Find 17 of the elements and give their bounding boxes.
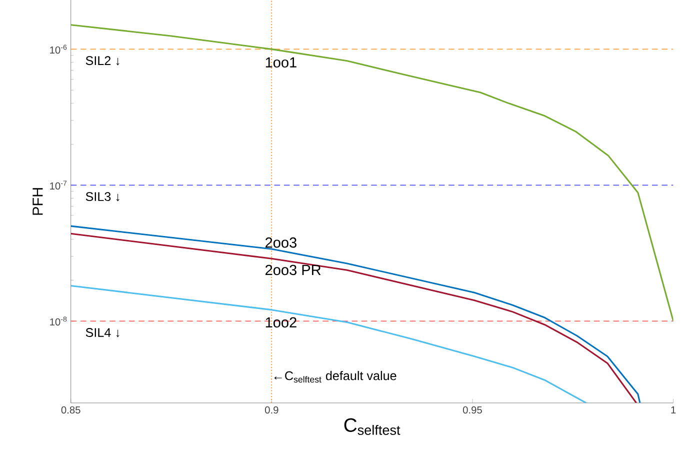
x-tick-label: 0.85 bbox=[61, 406, 80, 414]
ref-line-label: SIL3 ↓ bbox=[86, 192, 120, 202]
series-label: 2oo3 bbox=[266, 237, 296, 248]
y-tick-label: 10$^{-6}$ bbox=[50, 44, 67, 54]
series-label: 1oo1 bbox=[266, 57, 296, 68]
x-tick-label: 0.95 bbox=[462, 406, 482, 414]
ref-line-label: ←C$_{selftest}$ default value bbox=[274, 371, 396, 383]
x-tick-label: 0.9 bbox=[264, 406, 278, 414]
ref-line-label: SIL2 ↓ bbox=[86, 56, 120, 66]
series-label: 2oo3 PR bbox=[266, 264, 321, 276]
ref-line-label: SIL4 ↓ bbox=[86, 328, 120, 338]
y-axis-title: PFH bbox=[32, 188, 43, 215]
y-tick-label: 10$^{-7}$ bbox=[50, 180, 67, 190]
line-series bbox=[70, 285, 587, 403]
x-tick-label: 1 bbox=[671, 406, 676, 414]
y-tick-label: 10$^{-8}$ bbox=[50, 316, 67, 326]
x-axis-title: C$_{selftest}$ bbox=[344, 418, 400, 435]
